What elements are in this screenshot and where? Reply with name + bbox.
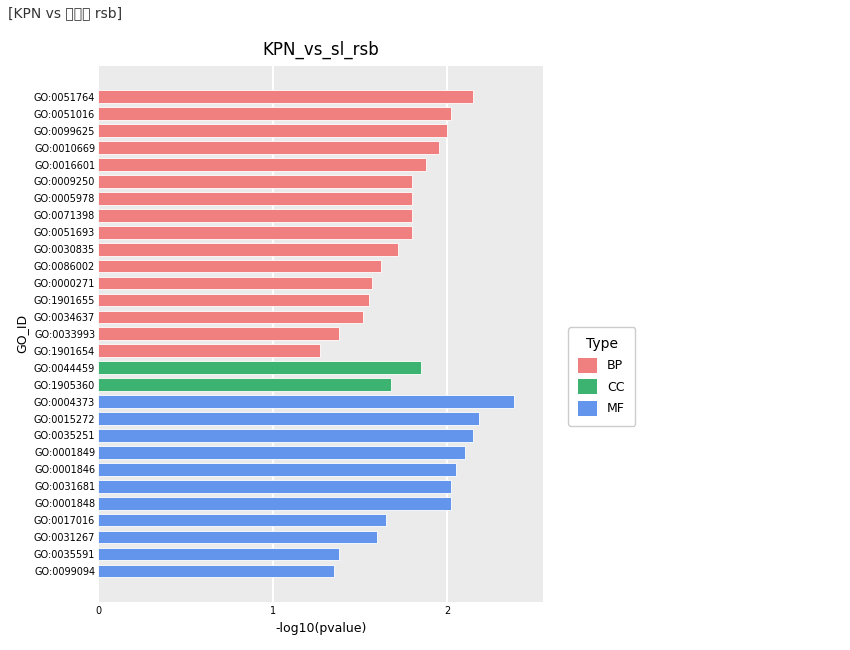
Bar: [98, 90, 473, 103]
Bar: [98, 446, 465, 459]
Y-axis label: GO_ID: GO_ID: [15, 315, 28, 354]
Bar: [98, 497, 451, 510]
Text: [KPN vs 계통축 rsb]: [KPN vs 계통축 rsb]: [8, 6, 122, 21]
Bar: [98, 260, 381, 272]
Bar: [98, 141, 439, 154]
Title: KPN_vs_sl_rsb: KPN_vs_sl_rsb: [263, 41, 379, 59]
Bar: [98, 124, 447, 137]
Bar: [98, 158, 427, 171]
Bar: [98, 294, 369, 306]
Bar: [98, 209, 412, 222]
Legend: BP, CC, MF: BP, CC, MF: [569, 328, 635, 426]
Bar: [98, 547, 339, 560]
Bar: [98, 175, 412, 188]
Bar: [98, 530, 377, 543]
Bar: [98, 378, 391, 391]
Bar: [98, 361, 421, 374]
X-axis label: -log10(pvalue): -log10(pvalue): [275, 622, 366, 635]
Bar: [98, 463, 456, 476]
Bar: [98, 429, 473, 442]
Bar: [98, 480, 451, 493]
Bar: [98, 412, 479, 425]
Bar: [98, 344, 320, 357]
Bar: [98, 514, 386, 526]
Bar: [98, 192, 412, 205]
Bar: [98, 243, 399, 255]
Bar: [98, 395, 513, 408]
Bar: [98, 107, 451, 120]
Bar: [98, 311, 364, 323]
Bar: [98, 565, 334, 577]
Bar: [98, 328, 339, 340]
Bar: [98, 277, 372, 289]
Bar: [98, 226, 412, 239]
